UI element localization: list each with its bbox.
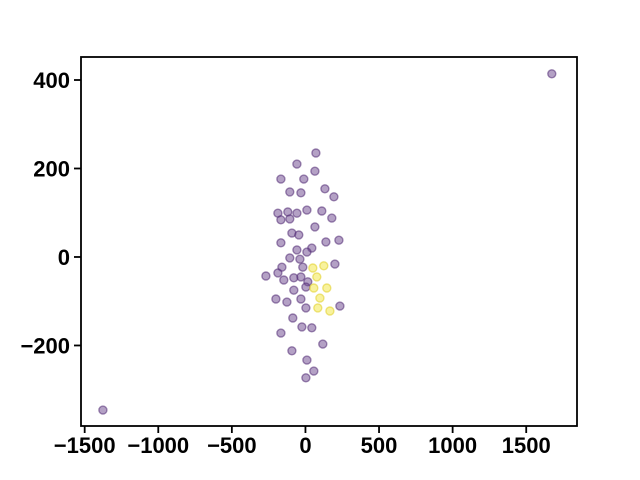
x-tick-label: −500: [207, 433, 257, 458]
data-point-purple-cluster: [302, 247, 312, 257]
data-point-purple-cluster: [320, 184, 330, 194]
data-point-purple-cluster: [311, 148, 321, 158]
data-point-purple-cluster: [335, 301, 345, 311]
data-point-purple-cluster: [307, 323, 317, 333]
data-point-yellow-cluster: [309, 283, 319, 293]
data-point-purple-cluster: [301, 373, 311, 383]
data-point-purple-cluster: [295, 254, 305, 264]
data-point-purple-cluster: [302, 355, 312, 365]
data-point-purple-cluster: [276, 174, 286, 184]
data-point-purple-cluster: [302, 205, 312, 215]
data-point-purple-cluster: [261, 271, 271, 281]
x-tick-label: −1000: [127, 433, 189, 458]
data-point-purple-cluster: [98, 405, 108, 415]
data-point-purple-cluster: [296, 188, 306, 198]
x-tick-label: 1500: [502, 433, 551, 458]
data-point-purple-cluster: [321, 237, 331, 247]
data-point-purple-cluster: [309, 366, 319, 376]
data-point-purple-cluster: [292, 159, 302, 169]
y-tick-label: −200: [20, 333, 70, 358]
data-point-purple-cluster: [329, 192, 339, 202]
data-point-purple-cluster: [271, 294, 281, 304]
y-tick-label: 400: [33, 68, 70, 93]
y-tick-label: 200: [33, 156, 70, 181]
data-point-purple-cluster: [273, 268, 283, 278]
data-point-purple-cluster: [296, 294, 306, 304]
data-point-purple-cluster: [285, 214, 295, 224]
data-point-purple-cluster: [285, 187, 295, 197]
data-point-purple-cluster: [297, 322, 307, 332]
data-point-yellow-cluster: [308, 263, 318, 273]
data-point-purple-cluster: [310, 166, 320, 176]
data-point-purple-cluster: [317, 206, 327, 216]
axes-frame: [80, 56, 578, 427]
data-point-purple-cluster: [296, 272, 306, 282]
data-point-purple-cluster: [276, 238, 286, 248]
data-point-yellow-cluster: [322, 283, 332, 293]
data-point-purple-cluster: [292, 245, 302, 255]
data-point-purple-cluster: [282, 297, 292, 307]
data-point-purple-cluster: [287, 346, 297, 356]
x-tick-label: 1000: [428, 433, 477, 458]
data-point-purple-cluster: [318, 339, 328, 349]
data-point-purple-cluster: [294, 230, 304, 240]
data-point-purple-cluster: [276, 215, 286, 225]
data-point-yellow-cluster: [319, 261, 329, 271]
data-point-yellow-cluster: [313, 303, 323, 313]
data-point-purple-cluster: [289, 285, 299, 295]
data-point-purple-cluster: [301, 282, 311, 292]
x-tick-label: 0: [299, 433, 311, 458]
data-point-purple-cluster: [276, 328, 286, 338]
data-point-purple-cluster: [292, 208, 302, 218]
data-point-purple-cluster: [547, 69, 557, 79]
data-point-yellow-cluster: [325, 306, 335, 316]
data-point-purple-cluster: [301, 303, 311, 313]
data-point-purple-cluster: [285, 253, 295, 263]
data-point-purple-cluster: [279, 275, 289, 285]
data-point-purple-cluster: [299, 174, 309, 184]
data-point-yellow-cluster: [312, 272, 322, 282]
data-point-purple-cluster: [334, 235, 344, 245]
x-tick-label: 500: [361, 433, 398, 458]
x-tick-label: −1500: [54, 433, 116, 458]
data-point-purple-cluster: [288, 313, 298, 323]
data-point-purple-cluster: [327, 213, 337, 223]
y-tick-label: 0: [58, 245, 70, 270]
data-point-purple-cluster: [298, 262, 308, 272]
data-point-purple-cluster: [310, 222, 320, 232]
data-point-purple-cluster: [330, 259, 340, 269]
data-point-yellow-cluster: [315, 293, 325, 303]
